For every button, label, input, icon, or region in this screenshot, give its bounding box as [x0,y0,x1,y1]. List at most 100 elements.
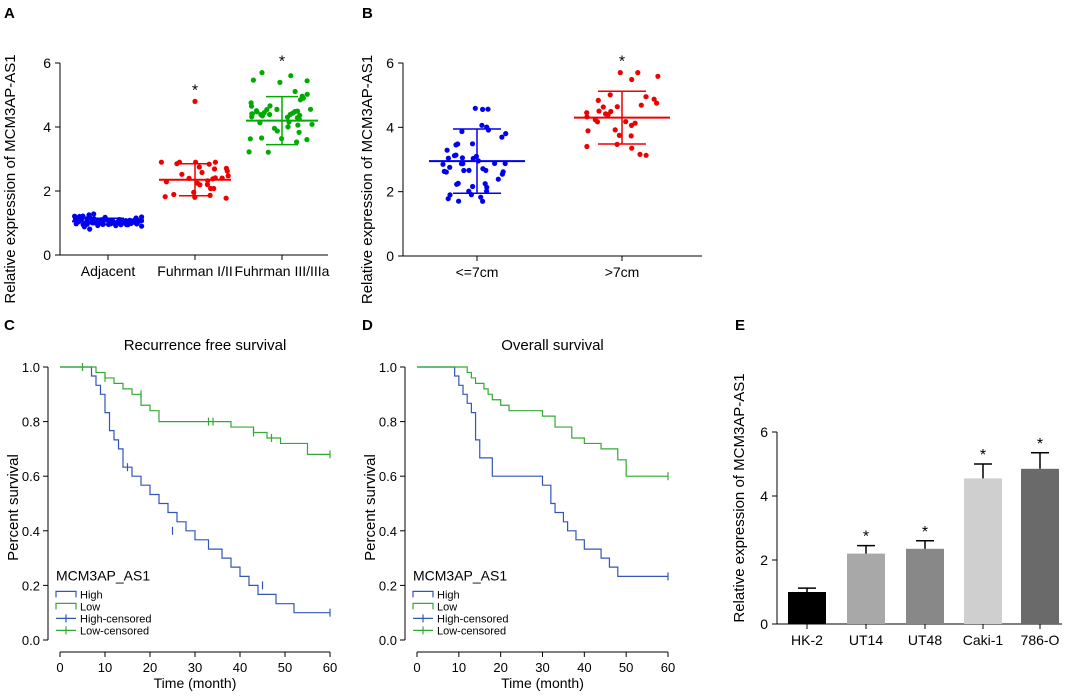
data-point [480,198,486,204]
data-point [171,191,177,198]
data-point [584,110,590,116]
data-point [453,142,459,148]
data-point [265,149,271,155]
significance-marker: * [863,529,869,546]
x-tick-label: 60 [661,660,675,675]
data-point [264,107,270,113]
data-point [608,108,614,115]
x-tick-label: 30 [535,660,549,675]
legend-swatch [412,602,434,610]
x-tick-label: UT14 [849,632,883,648]
survival-curve-high [60,366,330,614]
data-point [87,226,93,232]
data-point [623,119,629,125]
legend-label: High-censored [437,613,509,625]
x-tick-label: 20 [493,660,507,675]
x-tick-label: Caki-1 [963,632,1004,648]
data-point [472,105,478,111]
legend-label: High [437,589,460,601]
data-point [84,216,90,222]
y-axis-label: Relative expression of MCM3AP-AS1 [731,373,748,622]
y-axis-label: Relative expression of MCM3AP-AS1 [2,54,19,303]
data-point [655,73,661,79]
panel-label-e: E [735,317,745,334]
panel-label-b: B [362,5,373,22]
data-point [495,176,501,182]
y-tick-label: 4 [43,119,51,135]
data-point [445,155,451,161]
significance-marker: * [279,54,285,71]
y-axis-label: Percent survival [5,454,22,561]
data-point [459,155,465,161]
data-point [296,129,302,135]
data-point [258,112,264,118]
y-tick-label: 0.2 [379,578,397,593]
data-point [451,153,457,159]
x-tick-label: 40 [577,660,591,675]
x-tick-label: 60 [323,660,337,675]
survival-curve-high [417,366,668,577]
y-tick-label: 0.6 [22,469,40,484]
data-point [285,124,291,130]
y-tick-label: 0.8 [22,415,40,430]
data-point [499,134,505,140]
data-point [204,181,210,188]
data-point [247,136,253,142]
panel-label-a: A [4,5,15,22]
data-point [249,111,255,117]
data-point [246,149,252,155]
y-tick-label: 0.8 [379,415,397,430]
data-point [259,70,265,76]
survival-curve-low [60,366,330,455]
y-tick-label: 0 [760,616,768,632]
y-tick-label: 6 [386,55,394,71]
data-point [304,137,310,143]
data-point [250,77,256,83]
data-point [637,151,643,157]
significance-marker: * [980,447,986,464]
y-axis-label: Relative expression of MCM3AP-AS1 [359,55,376,304]
y-tick-label: 0.0 [379,633,397,648]
data-point [445,196,451,202]
data-point [456,198,462,204]
data-point [288,73,294,79]
y-tick-label: 4 [386,119,394,135]
y-tick-label: 0.0 [22,633,40,648]
bar [788,592,826,624]
legend-label: High-censored [80,613,152,625]
x-tick-label: 0 [56,660,63,675]
x-tick-label: Fuhrman I/II [157,263,232,279]
data-point [208,185,214,192]
y-tick-label: 6 [760,424,768,440]
data-point [295,122,301,128]
data-point [629,145,635,151]
y-tick-label: 2 [760,552,768,568]
chart-c: 0.0 0.2 0.4 0.6 0.8 1.0 0 10 20 30 40 50 60 Time (mon… [5,337,337,691]
data-point [294,108,301,114]
data-point [485,106,491,112]
data-point [628,133,634,139]
data-point [629,76,635,83]
data-point [447,164,453,170]
y-axis-label: Percent survival [362,454,379,561]
legend-title: MCM3AP_AS1 [413,567,507,583]
y-tick-label: 6 [43,55,51,71]
data-point [259,135,265,141]
data-point [292,88,298,95]
x-tick-label: 50 [619,660,633,675]
data-point [225,173,231,179]
bar [906,548,944,624]
legend-label: High [80,589,103,601]
y-tick-label: 0.6 [379,469,397,484]
y-tick-label: 1.0 [379,360,397,375]
legend-label: Low-censored [437,625,506,637]
data-point [162,194,168,200]
chart-title: Overall survival [501,337,604,354]
data-point [635,70,641,76]
data-point [274,106,280,112]
y-tick-label: 2 [386,184,394,200]
x-tick-label: 30 [188,660,202,675]
data-point [294,139,300,145]
data-point [440,161,446,167]
data-point [651,96,657,102]
